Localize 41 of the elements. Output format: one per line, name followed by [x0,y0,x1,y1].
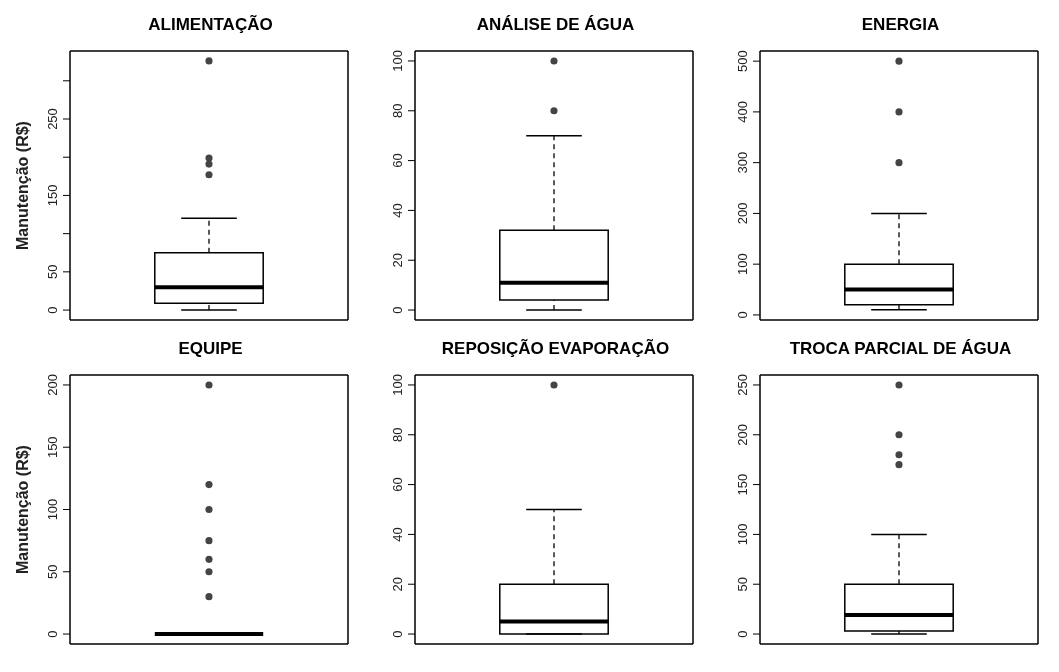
chart-title: REPOSIÇÃO EVAPORAÇÃO [440,338,671,360]
y-tick-label: 0 [735,630,750,638]
chart-title: ALIMENTAÇÃO [147,14,274,36]
y-tick-label: 50 [45,564,60,579]
y-tick-label: 300 [735,151,750,174]
y-tick-label: 40 [390,203,405,218]
y-tick-label: 100 [735,253,750,276]
y-tick-label: 100 [45,498,60,521]
y-tick-label: 400 [735,101,750,123]
y-tick-label: 150 [45,436,60,459]
y-tick-label: 20 [390,576,405,592]
y-tick-label: 200 [45,374,60,396]
y-tick-label: 0 [390,630,405,638]
y-axis-title: Manutenção (R$) [13,445,31,574]
y-tick-label: 500 [735,50,750,72]
y-tick-label: 0 [735,311,750,319]
y-tick-label: 0 [390,306,405,314]
chart-title: ANÁLISE DE ÁGUA [475,14,636,36]
y-tick-label: 50 [735,576,750,592]
y-tick-label: 50 [45,264,60,280]
y-tick-label: 100 [390,374,405,396]
y-tick-label: 150 [45,184,60,207]
y-tick-label: 200 [735,202,750,225]
y-tick-label: 40 [390,527,405,542]
y-tick-label: 0 [45,630,60,638]
chart-title: EQUIPE [177,338,244,360]
y-tick-label: 80 [390,427,405,443]
y-tick-label: 60 [390,477,405,492]
y-tick-label: 250 [735,374,750,396]
y-tick-label: 100 [390,50,405,72]
y-tick-label: 250 [45,108,60,130]
y-tick-label: 0 [45,306,60,314]
y-tick-label: 80 [390,103,405,119]
chart-title: ENERGIA [860,14,941,36]
y-tick-label: 100 [735,523,750,546]
y-tick-label: 200 [735,423,750,446]
y-tick-label: 20 [390,252,405,268]
y-axis-title: Manutenção (R$) [13,121,31,250]
y-tick-label: 150 [735,473,750,496]
chart-title: TROCA PARCIAL DE ÁGUA [788,338,1013,360]
y-tick-label: 60 [390,153,405,168]
